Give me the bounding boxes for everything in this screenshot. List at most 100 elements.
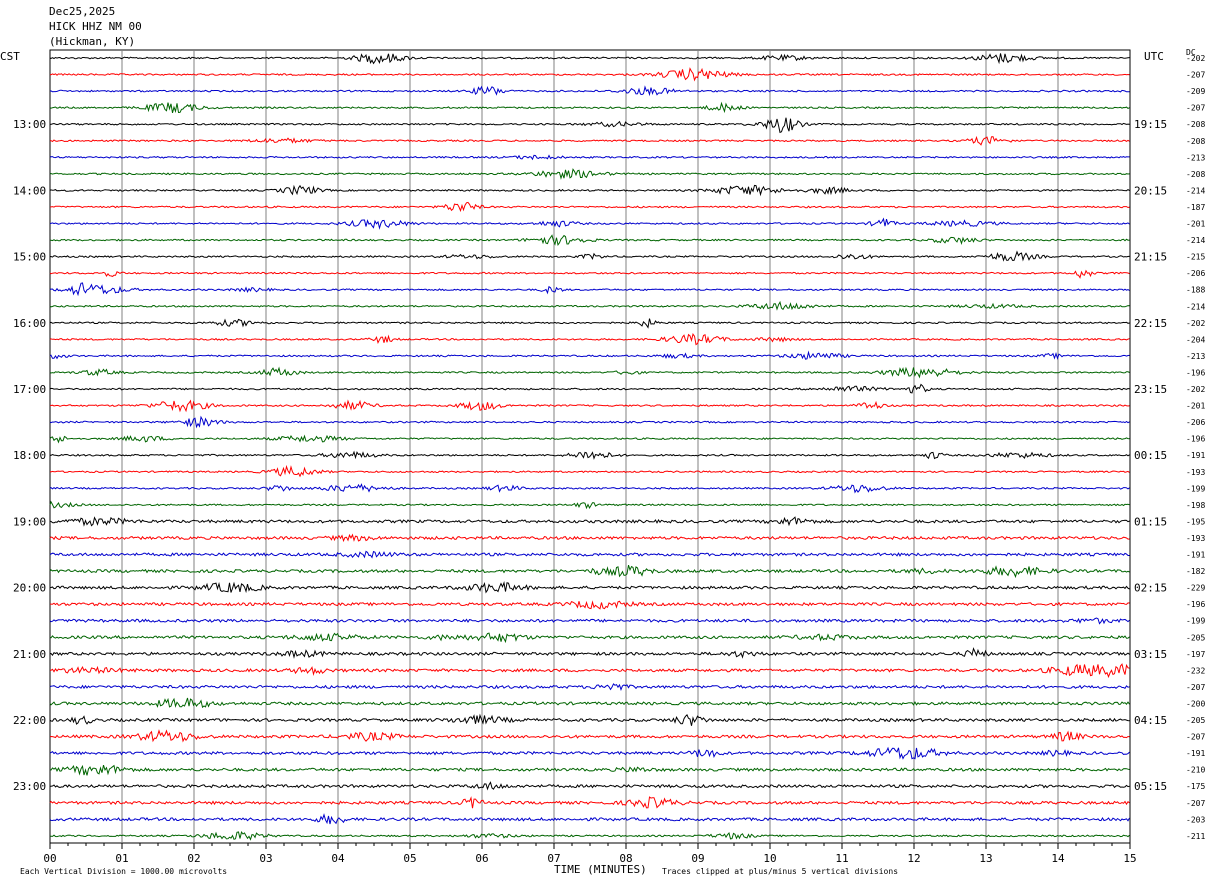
right-timezone-label: UTC — [1144, 50, 1164, 63]
date-label: Dec25,2025 — [49, 5, 116, 18]
trace-blue — [49, 483, 1130, 494]
trace-blue — [49, 154, 1130, 161]
trace-red — [49, 399, 1130, 413]
trace-green — [49, 434, 1130, 444]
trace-green — [49, 632, 1130, 644]
left-hour-label: 21:00 — [13, 648, 46, 661]
dc-offset-label: -210 — [1186, 766, 1205, 775]
trace-red — [49, 67, 1130, 82]
trace-blue — [49, 217, 1130, 230]
dc-offset-label: -191 — [1186, 749, 1205, 758]
right-hour-label: 04:15 — [1134, 714, 1167, 727]
dc-offset-label: -201 — [1186, 402, 1205, 411]
trace-green — [49, 101, 1130, 114]
x-tick-label: 02 — [187, 852, 200, 865]
dc-offset-label: -213 — [1186, 352, 1205, 361]
trace-blue — [49, 350, 1130, 360]
dc-offset-label: -207 — [1186, 683, 1205, 692]
dc-offset-label: -193 — [1186, 468, 1205, 477]
location-label: (Hickman, KY) — [49, 35, 136, 48]
dc-offset-label: -215 — [1186, 253, 1205, 262]
dc-offset-label: -232 — [1186, 666, 1205, 675]
x-tick-label: 15 — [1123, 852, 1136, 865]
x-axis-title: TIME (MINUTES) — [554, 863, 647, 876]
dc-offset-label: -202 — [1186, 319, 1205, 328]
trace-blue — [49, 813, 1130, 825]
x-tick-label: 05 — [403, 852, 416, 865]
x-tick-label: 03 — [259, 852, 272, 865]
trace-black — [49, 117, 1130, 134]
trace-red — [49, 269, 1130, 279]
dc-offset-label: -196 — [1186, 435, 1205, 444]
left-hour-label: 17:00 — [13, 383, 46, 396]
x-tick-label: 12 — [907, 852, 920, 865]
dc-offset-label: -187 — [1186, 203, 1205, 212]
dc-offset-label: -191 — [1186, 551, 1205, 560]
x-tick-label: 09 — [691, 852, 704, 865]
dc-offset-label: -202 — [1186, 54, 1205, 63]
x-tick-label: 11 — [835, 852, 848, 865]
trace-blue — [49, 282, 1130, 297]
dc-offset-label: -229 — [1186, 584, 1205, 593]
scale-note: Each Vertical Division = 1000.00 microvo… — [20, 867, 228, 876]
trace-green — [49, 564, 1130, 579]
trace-red — [49, 201, 1130, 213]
dc-offset-label: -199 — [1186, 617, 1205, 626]
clip-note: Traces clipped at plus/minus 5 vertical … — [662, 867, 899, 876]
trace-green — [49, 764, 1130, 776]
trace-black — [49, 250, 1130, 262]
right-hour-label: 22:15 — [1134, 317, 1167, 330]
trace-black — [49, 713, 1130, 726]
dc-offset-label: -214 — [1186, 186, 1205, 195]
trace-black — [49, 781, 1130, 791]
dc-offset-label: -191 — [1186, 451, 1205, 460]
x-tick-label: 04 — [331, 852, 345, 865]
trace-green — [49, 366, 1130, 379]
right-hour-label: 03:15 — [1134, 648, 1167, 661]
station-label: HICK HHZ NM 00 — [49, 20, 142, 33]
dc-offset-label: -214 — [1186, 236, 1205, 245]
dc-offset-label: -188 — [1186, 286, 1205, 295]
x-tick-label: 00 — [43, 852, 56, 865]
plot-frame — [49, 49, 1131, 844]
x-tick-label: 13 — [979, 852, 992, 865]
trace-red — [49, 796, 1130, 809]
dc-offset-label: -207 — [1186, 104, 1205, 113]
left-hour-label: 16:00 — [13, 317, 46, 330]
dc-offset-label: -201 — [1186, 220, 1205, 229]
dc-offset-label: -206 — [1186, 269, 1205, 278]
dc-offset-label: -203 — [1186, 815, 1205, 824]
right-hour-label: 21:15 — [1134, 251, 1167, 264]
right-hour-label: 01:15 — [1134, 515, 1167, 528]
right-hour-label: 19:15 — [1134, 118, 1167, 131]
dc-offset-label: -195 — [1186, 517, 1205, 526]
dc-offset-label: -196 — [1186, 600, 1205, 609]
dc-header-label: DC — [1186, 48, 1196, 57]
right-hour-label: 20:15 — [1134, 184, 1167, 197]
trace-black — [49, 581, 1130, 594]
trace-green — [49, 500, 1130, 510]
right-hour-label: 00:15 — [1134, 449, 1167, 462]
x-tick-label: 06 — [475, 852, 488, 865]
left-hour-label: 19:00 — [13, 515, 46, 528]
trace-red — [49, 729, 1130, 743]
trace-green — [49, 168, 1130, 180]
left-hour-label: 23:00 — [13, 780, 46, 793]
x-tick-label: 01 — [115, 852, 128, 865]
dc-offset-label: -204 — [1186, 335, 1205, 344]
trace-green — [49, 830, 1130, 841]
left-hour-label: 13:00 — [13, 118, 46, 131]
dc-offset-label: -207 — [1186, 799, 1205, 808]
dc-offset-label: -211 — [1186, 832, 1205, 841]
trace-blue — [49, 415, 1130, 429]
dc-offset-label: -205 — [1186, 716, 1205, 725]
left-hour-label: 20:00 — [13, 582, 46, 595]
trace-blue — [49, 85, 1130, 97]
trace-red — [49, 135, 1130, 146]
dc-offset-label: -198 — [1186, 501, 1205, 510]
dc-offset-label: -197 — [1186, 650, 1205, 659]
dc-offset-label: -214 — [1186, 302, 1205, 311]
trace-red — [49, 333, 1130, 346]
left-timezone-label: CST — [0, 50, 20, 63]
